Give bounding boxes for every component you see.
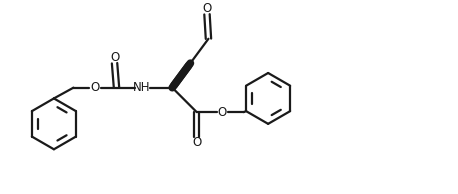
- Text: O: O: [90, 81, 99, 94]
- Text: O: O: [218, 106, 227, 119]
- Text: NH: NH: [133, 81, 151, 94]
- Text: O: O: [202, 2, 212, 15]
- Text: O: O: [192, 136, 202, 149]
- Text: O: O: [110, 51, 119, 64]
